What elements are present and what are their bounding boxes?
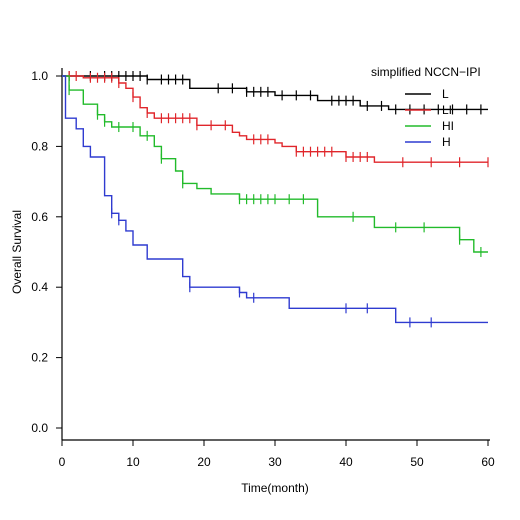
legend-item-h: H — [405, 135, 451, 149]
y-tick-label-3: 0.6 — [31, 210, 48, 224]
legend-items: L LI HI H — [405, 87, 454, 149]
series-line-l — [62, 75, 488, 111]
x-tick-label-6: 60 — [481, 455, 495, 469]
y-tick-label-1: 0.2 — [31, 351, 48, 365]
ticks: 0 10 20 30 40 50 60 0.0 0.2 0.4 0.6 0.8 1.0 — [31, 69, 495, 469]
legend-title: simplified NCCN−IPI — [371, 65, 481, 79]
series-group — [62, 71, 489, 328]
x-axis-title: Time(month) — [241, 481, 309, 495]
x-tick-label-4: 40 — [339, 455, 353, 469]
axes — [61, 68, 490, 441]
legend-item-li: LI — [405, 103, 452, 117]
series-line-h — [62, 75, 488, 324]
x-tick-label-1: 10 — [126, 455, 140, 469]
legend-label: H — [442, 135, 451, 149]
series-h — [62, 75, 488, 328]
legend: simplified NCCN−IPI L LI HI H — [371, 65, 481, 149]
series-l — [62, 71, 488, 115]
legend-label: L — [442, 87, 449, 101]
legend-item-hi: HI — [405, 119, 454, 133]
x-tick-label-5: 50 — [410, 455, 424, 469]
legend-item-l: L — [405, 87, 449, 101]
y-tick-label-0: 0.0 — [31, 421, 48, 435]
y-axis-title: Overall Survival — [10, 210, 24, 294]
y-tick-label-2: 0.4 — [31, 280, 48, 294]
x-tick-label-3: 30 — [268, 455, 282, 469]
y-tick-label-4: 0.8 — [31, 139, 48, 153]
y-tick-label-5: 1.0 — [31, 69, 48, 83]
x-tick-label-0: 0 — [59, 455, 66, 469]
series-hi — [62, 75, 488, 257]
series-line-li — [62, 75, 488, 163]
legend-label: LI — [442, 103, 452, 117]
x-tick-label-2: 20 — [197, 455, 211, 469]
legend-label: HI — [442, 119, 454, 133]
series-li — [62, 71, 489, 168]
